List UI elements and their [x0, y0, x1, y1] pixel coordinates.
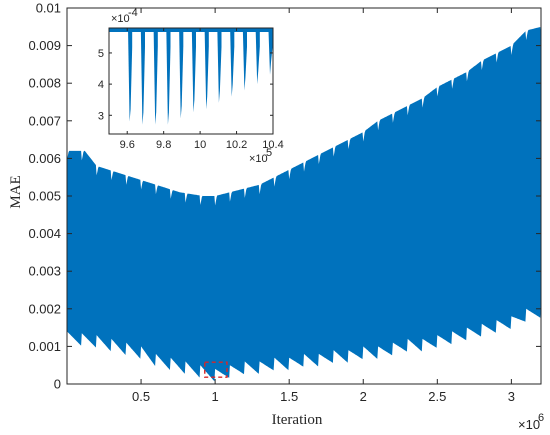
- inset-x-tick-label: 10: [194, 139, 206, 151]
- inset-spikes: [128, 28, 273, 125]
- y-tick-label: 0: [54, 377, 61, 392]
- inset-x-tick-label: 9.8: [156, 139, 171, 151]
- inset-x-tick-label: 10.4: [262, 139, 283, 151]
- x-tick-label: 1: [212, 389, 219, 404]
- zoom-highlight-box: [204, 361, 228, 378]
- inset-y-tick-label: 5: [98, 48, 104, 60]
- x-tick-label: 1.5: [280, 389, 298, 404]
- inset-y-exponent-power: -4: [128, 7, 138, 19]
- main-plot-area: [67, 27, 541, 382]
- x-tick-label: 3: [508, 389, 515, 404]
- x-exponent-label: ×10 6: [518, 412, 544, 432]
- y-tick-label: 0.003: [28, 264, 61, 279]
- y-tick-label: 0.002: [28, 301, 61, 316]
- y-tick-label: 0.004: [28, 226, 61, 241]
- x-tick-label: 2: [360, 389, 367, 404]
- inset-axes-box: [108, 27, 274, 135]
- y-tick-label: 0.005: [28, 189, 61, 204]
- inset-x-exponent-base: ×10: [249, 153, 268, 165]
- inset-spike: [166, 28, 171, 125]
- y-tick-label: 0.009: [28, 38, 61, 53]
- y-tick-label: 0.01: [36, 1, 61, 16]
- y-tick-label: 0.008: [28, 76, 61, 91]
- inset-x-exponent-power: 5: [266, 147, 272, 159]
- inset-spike: [204, 28, 209, 110]
- inset-spike: [255, 28, 260, 85]
- y-tick-label: 0.007: [28, 113, 61, 128]
- y-tick-label: 0.006: [28, 151, 61, 166]
- x-tick-label: 2.5: [428, 389, 446, 404]
- inset-spike: [153, 28, 158, 125]
- inset-y-exponent-base: ×10: [111, 13, 130, 25]
- inset-top-band: [109, 28, 273, 32]
- y-axis-label: MAE: [8, 175, 24, 208]
- x-exponent-base: ×10: [518, 417, 540, 432]
- inset-spike: [140, 28, 145, 125]
- y-tick-label: 0.001: [28, 339, 61, 354]
- inset-x-tick-label: 10.2: [226, 139, 247, 151]
- inset-background: [109, 28, 273, 134]
- x-tick-label: 0.5: [132, 389, 150, 404]
- x-exponent-power: 6: [538, 412, 544, 424]
- inset-spike: [268, 28, 273, 75]
- x-axis-label: Iteration: [272, 412, 323, 428]
- inset-spike: [128, 28, 133, 122]
- inset-x-tick-label: 9.6: [120, 139, 135, 151]
- main-axes: 0.5 1 1.5 2 2.5 3 0 0.001 0.002 0.003 0.004 0.005 0.…: [28, 1, 542, 404]
- inset-spike: [179, 28, 184, 119]
- inset-y-tick-label: 3: [98, 110, 104, 122]
- inset-spike: [217, 28, 222, 103]
- inset-y-tick-label: 4: [98, 79, 104, 91]
- mae-band: [67, 27, 541, 382]
- inset-spike: [242, 28, 247, 91]
- inset-spike: [230, 28, 235, 97]
- inset-spike: [191, 28, 196, 113]
